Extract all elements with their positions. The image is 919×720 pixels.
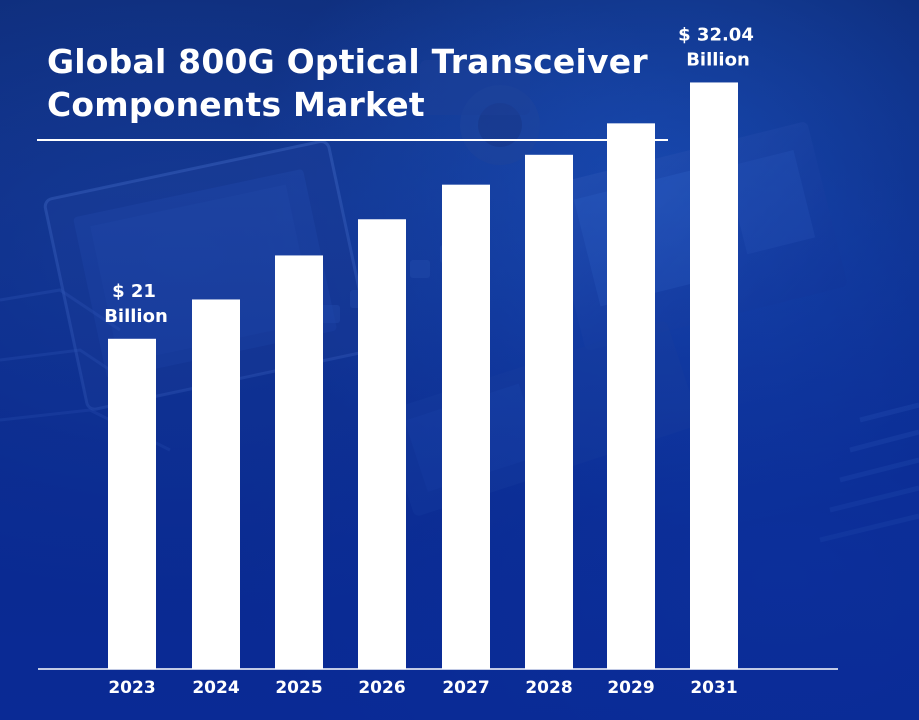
value-annotation-2031: $ 32.04 Billion <box>678 24 754 70</box>
value-annotation-2023: $ 21 Billion <box>104 281 168 327</box>
chart-title-line-2: Components Market <box>47 85 425 124</box>
chart-title: Global 800G Optical Transceiver Componen… <box>47 40 648 126</box>
bar-2026 <box>358 219 406 669</box>
bar-2024 <box>192 299 240 669</box>
x-tick-label-2031: 2031 <box>690 678 737 698</box>
x-tick-label-2025: 2025 <box>275 678 322 698</box>
value-label-amount-2031: $ 32.04 <box>678 24 754 45</box>
chart-title-line-1: Global 800G Optical Transceiver <box>47 42 648 81</box>
bar-2027 <box>442 184 490 670</box>
value-label-amount-2023: $ 21 <box>112 281 156 302</box>
value-label-unit-2031: Billion <box>686 49 750 70</box>
bar-2023 <box>108 338 156 669</box>
x-tick-label-2029: 2029 <box>607 678 654 698</box>
bar-2028 <box>525 154 573 670</box>
bar-2029 <box>607 123 655 669</box>
bar-2031 <box>690 82 738 669</box>
title-underline <box>37 139 668 141</box>
x-tick-label-2028: 2028 <box>525 678 572 698</box>
x-tick-label-2023: 2023 <box>108 678 155 698</box>
value-label-unit-2023: Billion <box>104 306 168 327</box>
x-tick-label-2024: 2024 <box>192 678 239 698</box>
bar-2025 <box>275 255 323 669</box>
x-tick-label-2026: 2026 <box>358 678 405 698</box>
x-tick-label-2027: 2027 <box>442 678 489 698</box>
